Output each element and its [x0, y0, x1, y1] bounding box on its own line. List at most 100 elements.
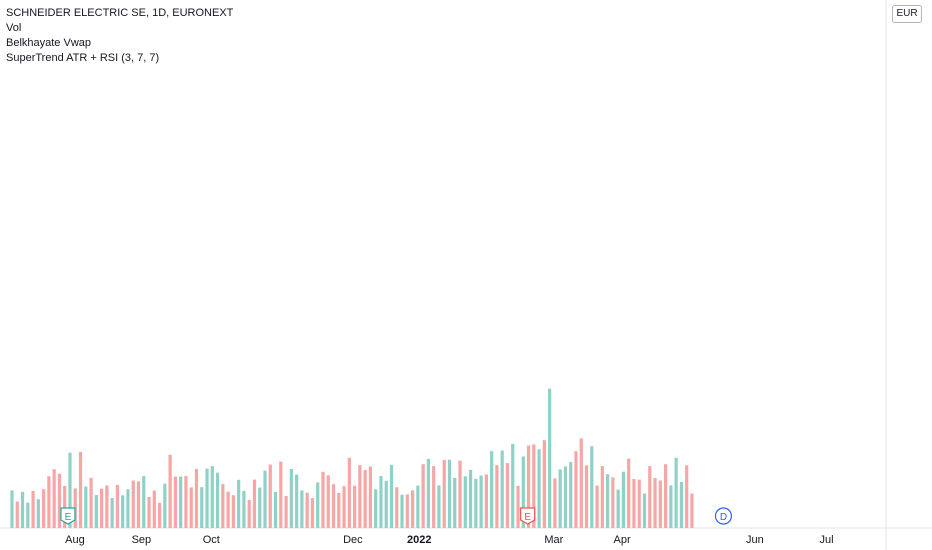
volume-bar: [263, 470, 267, 528]
volume-bar: [337, 493, 341, 528]
volume-bar: [215, 472, 220, 528]
volume-bar: [78, 451, 83, 528]
volume-bar: [627, 458, 631, 528]
time-tick-label: Jun: [746, 534, 764, 546]
volume-bar: [463, 476, 467, 528]
volume-bar: [363, 470, 367, 528]
event-label: E: [65, 512, 72, 523]
volume-bar: [10, 490, 14, 528]
volume-bar: [94, 495, 98, 528]
volume-bar: [500, 450, 504, 528]
volume-bar: [268, 464, 272, 528]
volume-bar: [574, 451, 578, 528]
volume-bar: [237, 479, 241, 528]
volume-bar: [226, 491, 230, 528]
volume-bar: [36, 499, 40, 528]
volume-bar: [57, 473, 62, 528]
volume-bar: [679, 481, 684, 528]
volume-bar: [648, 466, 652, 528]
event-marker[interactable]: D: [714, 507, 733, 525]
event-marker[interactable]: E: [520, 507, 536, 525]
volume-bar: [31, 491, 35, 528]
event-label: E: [524, 512, 531, 523]
volume-bar: [347, 457, 351, 528]
volume-bar: [205, 468, 209, 528]
volume-bar: [368, 466, 373, 528]
event-marker[interactable]: E: [60, 507, 76, 525]
volume-bar: [569, 462, 573, 528]
volume-bar: [252, 479, 257, 528]
volume-bar: [637, 479, 641, 528]
volume-bars: [10, 388, 694, 528]
volume-bar: [42, 489, 46, 528]
volume-bar: [400, 494, 404, 528]
volume-bar: [110, 498, 114, 528]
volume-bar: [490, 451, 494, 528]
volume-bar: [505, 463, 510, 528]
volume-bar: [674, 457, 678, 528]
volume-bar: [421, 464, 425, 528]
volume-bar: [15, 501, 19, 528]
time-tick-label: 2022: [407, 534, 431, 546]
volume-bar: [458, 460, 462, 528]
volume-bar: [669, 485, 673, 528]
volume-bar: [279, 461, 283, 528]
volume-bar: [295, 474, 299, 528]
volume-bar: [584, 465, 589, 528]
volume-bar: [247, 500, 251, 528]
volume-bar: [231, 495, 235, 528]
volume-bar: [52, 469, 56, 528]
volume-bar: [653, 478, 657, 528]
volume-bar: [495, 465, 499, 528]
volume-bar: [168, 454, 172, 528]
volume-bar: [468, 469, 473, 528]
indicator-vol[interactable]: Vol: [6, 22, 22, 34]
volume-bar: [321, 471, 325, 528]
earnings-icon: [520, 507, 536, 525]
volume-bar: [316, 482, 320, 528]
indicator-supertrend[interactable]: SuperTrend ATR + RSI (3, 7, 7): [6, 52, 160, 64]
volume-bar: [537, 449, 541, 528]
volume-bar: [84, 486, 88, 528]
volume-bar: [242, 490, 246, 528]
volume-bar: [595, 485, 599, 528]
volume-bar: [89, 477, 93, 528]
volume-bar: [553, 478, 557, 528]
volume-bar: [437, 485, 441, 528]
volume-bar: [184, 476, 188, 528]
volume-bar: [136, 481, 141, 528]
chart-legend: SCHNEIDER ELECTRIC SE, 1D, EURONEXT Vol …: [6, 6, 233, 66]
volume-bar: [384, 480, 388, 528]
time-tick-label: Sep: [132, 534, 152, 546]
symbol-title[interactable]: SCHNEIDER ELECTRIC SE, 1D, EURONEXT: [6, 7, 234, 19]
volume-bar: [663, 464, 668, 528]
volume-bar: [147, 497, 151, 528]
volume-bar: [484, 474, 488, 528]
volume-bar: [310, 498, 315, 528]
volume-bar: [326, 475, 330, 528]
volume-bar: [342, 486, 346, 528]
volume-bar: [210, 466, 214, 528]
volume-bar: [353, 485, 357, 528]
currency-button[interactable]: EUR: [892, 5, 922, 23]
volume-bar: [284, 496, 288, 528]
volume-bar: [642, 493, 647, 528]
volume-bar: [163, 483, 167, 528]
volume-bar: [200, 487, 204, 528]
volume-bar: [152, 490, 156, 528]
volume-bar: [100, 488, 104, 528]
time-axis[interactable]: Aug Sep Oct Dec 2022 Mar Apr Jun Jul: [65, 534, 833, 546]
indicator-vwap[interactable]: Belkhayate Vwap: [6, 37, 91, 49]
volume-bar: [258, 487, 262, 528]
volume-bar: [289, 469, 293, 528]
time-tick-label: Aug: [65, 534, 85, 546]
volume-bar: [389, 464, 394, 528]
volume-bar: [442, 459, 446, 528]
volume-bar: [474, 478, 478, 528]
volume-bar: [331, 484, 336, 528]
volume-bar: [194, 468, 199, 528]
volume-bar: [410, 490, 415, 528]
